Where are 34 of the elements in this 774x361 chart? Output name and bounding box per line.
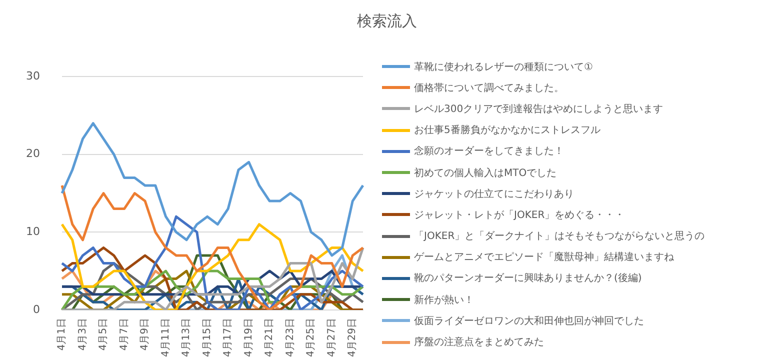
- y-tick-label: 30: [26, 69, 40, 82]
- x-tick-label: 4月13日: [181, 318, 192, 358]
- legend-label: 念願のオーダーをしてきました！: [414, 145, 564, 158]
- x-tick-label: 4月5日: [98, 318, 110, 351]
- legend-label: 価格帯について調べてみました。: [414, 82, 564, 95]
- legend-label: 仮面ライダーゼロワンの大和田伸也回が神回でした: [414, 314, 644, 328]
- legend-label: ゲームとアニメでエピソード「魔獣母神」結構違いますね: [414, 250, 674, 264]
- x-tick-label: 4月1日: [56, 318, 68, 351]
- legend-label: ジャレット・レトが「JOKER」をめぐる・・・: [414, 208, 625, 222]
- x-tick-label: 4月7日: [118, 318, 130, 351]
- x-tick-label: 4月3日: [77, 318, 88, 351]
- legend-label: 「JOKER」と「ダークナイト」はそもそもつながらないと思うの: [414, 230, 705, 244]
- y-tick-label: 10: [26, 225, 40, 238]
- x-tick-label: 4月9日: [140, 318, 151, 351]
- legend-label: 序盤の注意点をまとめてみた: [414, 336, 544, 350]
- chart-title: 検索流入: [356, 12, 418, 31]
- legend-label: 靴のパターンオーダーに興味ありませんか？(後編): [414, 272, 642, 286]
- legend-label: 新作が熱い！: [414, 294, 474, 307]
- x-tick-label: 4月25日: [306, 318, 317, 358]
- legend-label: 革靴に使われるレザーの種類について①: [414, 60, 593, 74]
- legend-label: 初めての個人輸入はMTOでした: [414, 166, 557, 180]
- x-tick-label: 4月11日: [160, 318, 172, 358]
- legend-label: レベル300クリアで到達報告はやめにしようと思います: [414, 102, 664, 116]
- x-tick-label: 4月29日: [347, 318, 358, 358]
- x-tick-label: 4月27日: [326, 318, 338, 358]
- x-tick-label: 4月19日: [243, 318, 254, 358]
- x-tick-label: 4月23日: [284, 318, 296, 358]
- x-tick-label: 4月17日: [222, 318, 234, 358]
- y-tick-label: 0: [32, 302, 40, 316]
- legend-label: お仕事5番勝負がなかなかにストレスフル: [414, 124, 600, 138]
- y-tick-label: 20: [26, 147, 40, 160]
- legend-label: ジャケットの仕立てにこだわりあり: [414, 188, 574, 201]
- x-tick-label: 4月15日: [202, 318, 213, 358]
- x-tick-label: 4月21日: [264, 318, 276, 358]
